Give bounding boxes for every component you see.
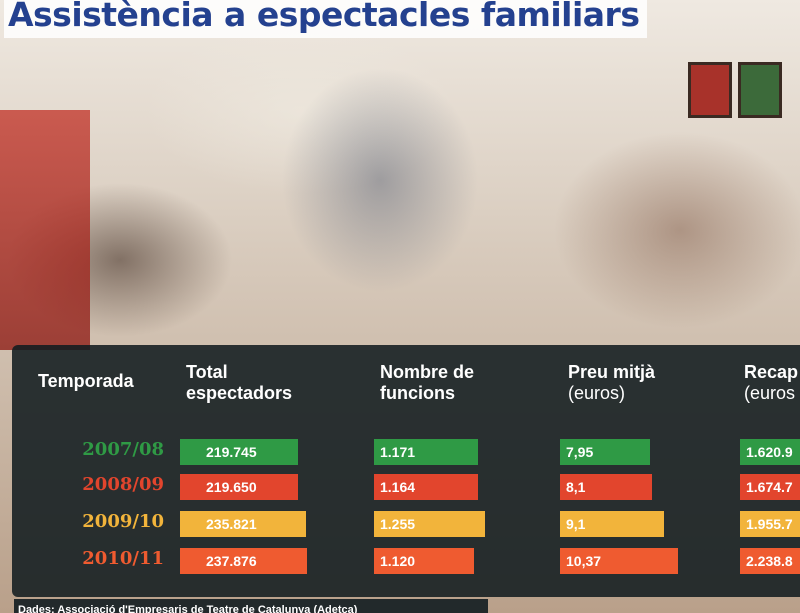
spectators-bar: 219.650 bbox=[180, 474, 298, 500]
spectators-bar: 219.745 bbox=[180, 439, 298, 465]
price-bar: 7,95 bbox=[560, 439, 650, 465]
performances-bar: 1.164 bbox=[374, 474, 478, 500]
page-title: Assistència a espectacles familiars bbox=[4, 0, 648, 38]
header-spectators: Total espectadors bbox=[186, 362, 292, 404]
header-revenue-line2: (euros bbox=[744, 383, 796, 403]
price-bar: 10,37 bbox=[560, 548, 678, 574]
header-season: Temporada bbox=[38, 371, 134, 392]
header-spectators-line2: espectadors bbox=[186, 383, 293, 403]
header-performances: Nombre de funcions bbox=[380, 362, 474, 404]
performances-bar: 1.120 bbox=[374, 548, 474, 574]
performances-bar: 1.171 bbox=[374, 439, 478, 465]
source-note: Dades: Associació d'Empresaris de Teatre… bbox=[14, 599, 488, 613]
header-performances-line2: funcions bbox=[380, 383, 455, 403]
spectators-bar: 235.821 bbox=[180, 511, 306, 537]
price-bar: 9,1 bbox=[560, 511, 664, 537]
revenue-bar: 1.955.7 bbox=[740, 511, 800, 537]
price-bar: 8,1 bbox=[560, 474, 652, 500]
revenue-bar: 1.674.7 bbox=[740, 474, 800, 500]
header-revenue-line1: Recap bbox=[744, 362, 799, 382]
header-spectators-line1: Total bbox=[186, 362, 228, 382]
red-sofa bbox=[0, 110, 90, 350]
performances-bar: 1.255 bbox=[374, 511, 485, 537]
header-price: Preu mitjà (euros) bbox=[568, 362, 655, 404]
season-label: 2009/10 bbox=[82, 511, 164, 532]
season-label: 2007/08 bbox=[82, 439, 164, 460]
header-performances-line1: Nombre de bbox=[380, 362, 475, 382]
revenue-bar: 1.620.9 bbox=[740, 439, 800, 465]
header-revenue: Recap (euros bbox=[744, 362, 798, 404]
wall-picture bbox=[688, 62, 732, 118]
spectators-bar: 237.876 bbox=[180, 548, 307, 574]
header-price-line2: (euros) bbox=[568, 383, 626, 403]
season-label: 2010/11 bbox=[82, 548, 164, 569]
header-season-label: Temporada bbox=[38, 371, 134, 391]
wall-picture bbox=[738, 62, 782, 118]
season-label: 2008/09 bbox=[82, 474, 164, 495]
header-price-line1: Preu mitjà bbox=[568, 362, 656, 382]
revenue-bar: 2.238.8 bbox=[740, 548, 800, 574]
